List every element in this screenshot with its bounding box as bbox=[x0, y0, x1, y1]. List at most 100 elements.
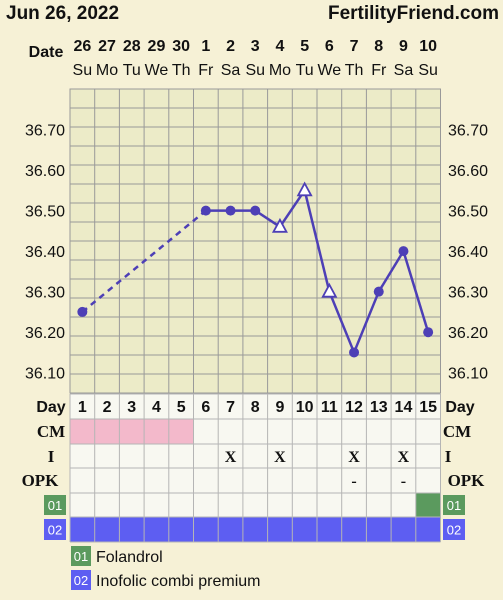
cm-cell-fertile[interactable] bbox=[168, 419, 194, 444]
med-cell[interactable] bbox=[168, 517, 194, 542]
temperature-line bbox=[328, 291, 356, 353]
y-tick-label-right: 36.30 bbox=[448, 285, 488, 302]
med-cell[interactable] bbox=[391, 517, 416, 542]
legend-code: 01 bbox=[74, 549, 88, 564]
temperature-line bbox=[352, 291, 380, 353]
temperature-point[interactable] bbox=[349, 347, 360, 358]
intercourse-mark: X bbox=[398, 449, 410, 466]
cm-cell-fertile[interactable] bbox=[144, 419, 169, 444]
temperature-point[interactable] bbox=[77, 306, 88, 317]
date-weekday: Fr bbox=[198, 62, 214, 79]
med-code-right: 01 bbox=[447, 498, 461, 513]
day-number: 2 bbox=[103, 399, 112, 416]
day-number: 7 bbox=[226, 399, 235, 416]
med-code-right: 02 bbox=[447, 523, 461, 538]
med-cell[interactable] bbox=[94, 517, 120, 542]
med-badge-left bbox=[44, 495, 66, 515]
y-tick-label-right: 36.20 bbox=[448, 325, 488, 342]
date-weekday: Mo bbox=[96, 62, 118, 79]
y-tick-label-right: 36.40 bbox=[448, 244, 488, 261]
cm-cell-fertile[interactable] bbox=[70, 419, 95, 444]
date-number: 29 bbox=[148, 38, 166, 55]
med-code-left: 01 bbox=[48, 498, 62, 513]
temperature-point[interactable] bbox=[373, 286, 384, 297]
med-badge-right bbox=[443, 519, 465, 540]
med-badge-left bbox=[44, 519, 66, 540]
date-weekday: We bbox=[317, 62, 341, 79]
i-row-label-left: I bbox=[48, 447, 55, 466]
med-cell[interactable] bbox=[119, 517, 145, 542]
date-weekday: Su bbox=[418, 62, 438, 79]
day-number: 15 bbox=[419, 399, 437, 416]
temperature-point-triangle[interactable] bbox=[296, 181, 313, 197]
brand-logo-text[interactable]: FertilityFriend.com bbox=[327, 3, 499, 24]
date-number: 8 bbox=[374, 38, 383, 55]
med-cell[interactable] bbox=[317, 517, 342, 542]
med-cell[interactable] bbox=[267, 517, 293, 542]
temperature-point[interactable] bbox=[423, 327, 434, 338]
temperature-line bbox=[402, 250, 430, 333]
opk-mark: - bbox=[351, 473, 356, 490]
y-tick-label-right: 36.10 bbox=[448, 366, 488, 383]
med-cell[interactable] bbox=[366, 517, 392, 542]
med-cell[interactable] bbox=[242, 517, 268, 542]
date-number: 2 bbox=[226, 38, 235, 55]
opk-row-label-right: OPK bbox=[448, 471, 486, 490]
med-cell[interactable] bbox=[292, 517, 317, 542]
day-number: 11 bbox=[321, 399, 338, 416]
med-cell[interactable] bbox=[341, 517, 367, 542]
cm-row-label-left: CM bbox=[37, 422, 65, 441]
temperature-point-triangle[interactable] bbox=[321, 282, 338, 298]
cm-cell-fertile[interactable] bbox=[94, 419, 120, 444]
day-number: 14 bbox=[395, 399, 413, 416]
chart-date: Jun 26, 2022 bbox=[6, 3, 120, 24]
med-cell[interactable] bbox=[415, 517, 441, 542]
y-tick-label-left: 36.70 bbox=[25, 123, 65, 140]
temperature-point[interactable] bbox=[250, 205, 261, 216]
day-number: 9 bbox=[275, 399, 284, 416]
date-weekday: Tu bbox=[123, 62, 141, 79]
date-number: 10 bbox=[419, 38, 437, 55]
temperature-point-triangle[interactable] bbox=[271, 217, 288, 233]
temperature-point[interactable] bbox=[225, 205, 236, 216]
temperature-point[interactable] bbox=[398, 246, 409, 257]
date-number: 28 bbox=[123, 38, 141, 55]
date-weekday: Su bbox=[73, 62, 93, 79]
y-tick-label-right: 36.70 bbox=[448, 123, 488, 140]
y-tick-label-left: 36.40 bbox=[25, 244, 65, 261]
y-tick-label-left: 36.30 bbox=[25, 285, 65, 302]
med-cell[interactable] bbox=[193, 517, 219, 542]
date-number: 27 bbox=[98, 38, 116, 55]
date-number: 5 bbox=[300, 38, 309, 55]
date-number: 30 bbox=[172, 38, 190, 55]
date-number: 4 bbox=[275, 38, 284, 55]
date-number: 26 bbox=[73, 38, 91, 55]
date-number: 1 bbox=[201, 38, 210, 55]
day-number: 1 bbox=[78, 399, 87, 416]
intercourse-mark: X bbox=[225, 449, 237, 466]
cm-cell-fertile[interactable] bbox=[119, 419, 145, 444]
day-row-label-right: Day bbox=[445, 399, 474, 416]
med-cell[interactable] bbox=[218, 517, 243, 542]
date-weekday: We bbox=[145, 62, 169, 79]
date-weekday: Tu bbox=[296, 62, 314, 79]
opk-row-label-left: OPK bbox=[22, 471, 60, 490]
med-cell[interactable] bbox=[70, 517, 95, 542]
med-cell[interactable] bbox=[144, 517, 169, 542]
y-tick-label-right: 36.60 bbox=[448, 163, 488, 180]
day-number: 10 bbox=[296, 399, 314, 416]
day-number: 4 bbox=[152, 399, 161, 416]
temperature-line bbox=[278, 189, 306, 228]
date-weekday: Th bbox=[172, 62, 191, 79]
temperature-line bbox=[377, 250, 405, 293]
date-weekday: Sa bbox=[221, 62, 241, 79]
opk-mark: - bbox=[401, 473, 406, 490]
legend-label: Inofolic combi premium bbox=[96, 573, 261, 590]
med-code-left: 02 bbox=[48, 523, 62, 538]
med-cell[interactable] bbox=[415, 493, 441, 517]
date-weekday: Sa bbox=[394, 62, 414, 79]
legend-code: 02 bbox=[74, 573, 88, 588]
date-number: 3 bbox=[251, 38, 260, 55]
temperature-point[interactable] bbox=[200, 205, 211, 216]
date-weekday: Th bbox=[345, 62, 364, 79]
